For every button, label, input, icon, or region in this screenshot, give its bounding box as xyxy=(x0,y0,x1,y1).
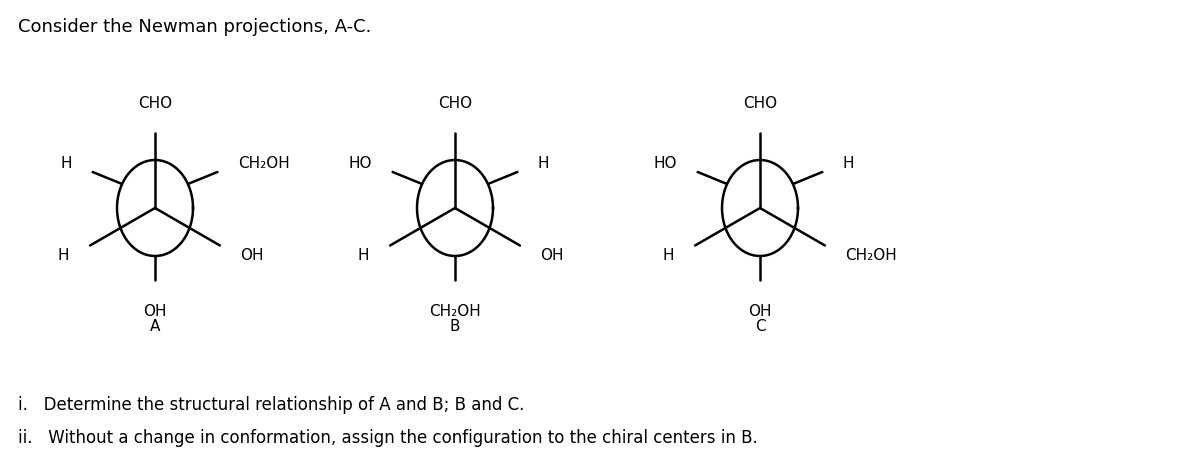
Polygon shape xyxy=(722,161,798,257)
Text: C: C xyxy=(755,319,766,333)
Text: H: H xyxy=(538,156,550,171)
Text: HO: HO xyxy=(654,156,677,171)
Text: CHO: CHO xyxy=(138,96,172,111)
Text: OH: OH xyxy=(540,247,564,263)
Text: CH₂OH: CH₂OH xyxy=(238,156,289,171)
Text: HO: HO xyxy=(348,156,372,171)
Text: OH: OH xyxy=(143,303,167,319)
Text: OH: OH xyxy=(240,247,264,263)
Text: ii.   Without a change in conformation, assign the configuration to the chiral c: ii. Without a change in conformation, as… xyxy=(18,428,757,446)
Text: CHO: CHO xyxy=(438,96,472,111)
Text: CH₂OH: CH₂OH xyxy=(430,303,481,319)
Text: CHO: CHO xyxy=(743,96,778,111)
Text: H: H xyxy=(842,156,854,171)
Text: H: H xyxy=(58,247,70,263)
Text: Consider the Newman projections, A-C.: Consider the Newman projections, A-C. xyxy=(18,18,371,36)
Text: A: A xyxy=(150,319,160,333)
Polygon shape xyxy=(118,161,193,257)
Text: CH₂OH: CH₂OH xyxy=(846,247,898,263)
Text: B: B xyxy=(450,319,461,333)
Polygon shape xyxy=(418,161,493,257)
Text: H: H xyxy=(662,247,674,263)
Text: i.   Determine the structural relationship of A and B; B and C.: i. Determine the structural relationship… xyxy=(18,395,524,413)
Text: H: H xyxy=(60,156,72,171)
Text: OH: OH xyxy=(749,303,772,319)
Text: H: H xyxy=(358,247,370,263)
